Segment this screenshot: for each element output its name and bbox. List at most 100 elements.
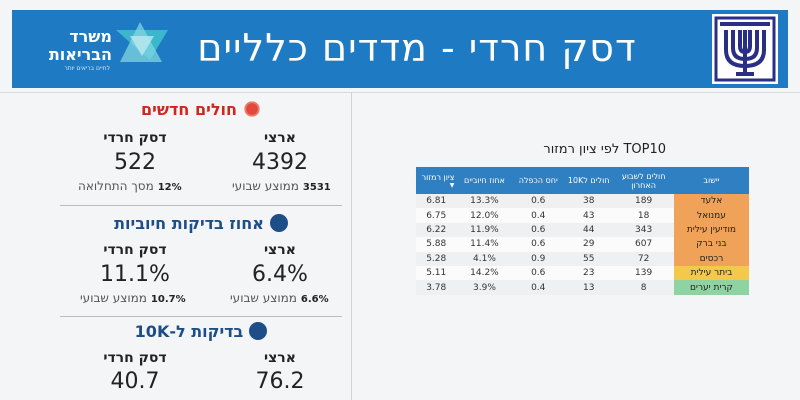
section-divider [60, 205, 342, 206]
cell-weekly-cases: 607 [613, 237, 674, 252]
table-row[interactable]: קרית יערים 8 13 0.4 3.9% 3.78 [416, 280, 749, 295]
column-header-city[interactable]: יישוב [673, 167, 749, 194]
column-header-positive[interactable]: אחוז חיוביים [456, 167, 513, 194]
cell-score: 6.81 [416, 194, 457, 209]
tests-per-10k-haredi-label: דסק חרדי [103, 350, 167, 366]
table-row[interactable]: אלעד 189 38 0.6 13.3% 6.81 [416, 194, 749, 209]
cell-per-10k: 44 [564, 222, 614, 238]
new-cases-national-label: ארצי [264, 130, 296, 146]
column-header-per-10k[interactable]: חולים ל10K [564, 167, 614, 194]
new-cases-national-value: 4392 [252, 150, 308, 175]
table-row[interactable]: בני ברק 607 29 0.6 11.4% 5.88 [416, 237, 749, 252]
cell-score: 6.75 [416, 208, 457, 223]
column-header-score[interactable]: ציון רמזור ▼ [416, 167, 457, 194]
cell-weekly-cases: 72 [613, 251, 674, 266]
table-header-row: יישוב חולים לשבוע האחרון חולים ל10K יחס … [416, 167, 749, 194]
column-divider [351, 92, 352, 400]
cell-doubling: 0.4 [512, 208, 565, 223]
cell-city: קרית יערים [673, 280, 749, 295]
sort-down-icon[interactable]: ▼ [449, 181, 455, 189]
column-header-doubling[interactable]: יחס הכפלה [512, 167, 565, 194]
header-banner: משרד הבריאות לחיים בריאים יותר דסק חרדי … [12, 10, 788, 88]
cell-positive: 11.4% [456, 237, 513, 252]
cell-weekly-cases: 139 [613, 265, 674, 281]
cell-per-10k: 23 [564, 265, 614, 281]
positive-rate-title: אחוז בדיקות חיוביות [62, 214, 340, 233]
menorah-icon [714, 16, 776, 82]
new-cases-title: חולים חדשים [62, 100, 340, 119]
positive-rate-haredi-avg: 10.7%ממוצע שבועי [80, 291, 186, 305]
cell-score: 5.28 [416, 251, 457, 266]
cell-city: מודיעין עילית [673, 222, 749, 238]
cell-city: עמנואל [673, 208, 749, 223]
header-divider [0, 92, 800, 93]
new-cases-haredi-share: 12%מסך התחלואה [78, 179, 182, 193]
positive-rate-national-avg-value: 6.6% [300, 294, 329, 305]
virus-icon [242, 100, 261, 118]
cell-weekly-cases: 8 [613, 280, 674, 295]
cell-positive: 4.1% [456, 251, 513, 266]
cell-per-10k: 38 [564, 194, 614, 209]
top10-table: יישוב חולים לשבוע האחרון חולים ל10K יחס … [416, 167, 749, 295]
cell-positive: 14.2% [456, 265, 513, 281]
cell-positive: 11.9% [456, 222, 513, 238]
new-cases-national-avg-value: 3531 [302, 182, 331, 193]
new-cases-title-text: חולים חדשים [141, 100, 237, 119]
new-cases-haredi-value: 522 [114, 150, 156, 175]
table-row[interactable]: עמנואל 18 43 0.4 12.0% 6.75 [416, 208, 749, 223]
positive-rate-national-value: 6.4% [252, 262, 308, 287]
page-title: דסק חרדי - מדדים כלליים [197, 26, 637, 70]
new-cases-national-avg: 3531ממוצע שבועי [232, 179, 331, 193]
tests-per-10k-haredi-value: 40.7 [110, 369, 160, 394]
ministry-logo: משרד הבריאות לחיים בריאים יותר [32, 16, 172, 82]
cell-weekly-cases: 189 [613, 194, 674, 209]
table-body: אלעד 189 38 0.6 13.3% 6.81 עמנואל 18 43 0.4 12.0% 6… [416, 194, 749, 295]
positive-rate-title-text: אחוז בדיקות חיוביות [114, 214, 264, 233]
cell-doubling: 0.6 [512, 194, 565, 209]
ministry-tagline: לחיים בריאים יותר [64, 65, 110, 72]
cell-city: בני ברק [673, 237, 749, 252]
table-row[interactable]: מודיעין עילית 343 44 0.6 11.9% 6.22 [416, 222, 749, 238]
tests-per-10k-title: בדיקות ל-10K [62, 322, 340, 341]
people-icon [249, 322, 268, 340]
positive-rate-national-avg-label: ממוצע שבועי [230, 291, 297, 305]
tests-per-10k-national-label: ארצי [264, 350, 296, 366]
cell-doubling: 0.4 [512, 280, 565, 295]
cell-city: רכסים [673, 251, 749, 266]
cell-doubling: 0.6 [512, 237, 565, 252]
positive-rate-haredi-label: דסק חרדי [103, 242, 167, 258]
cell-doubling: 0.6 [512, 265, 565, 281]
cell-weekly-cases: 343 [613, 222, 674, 238]
cell-positive: 13.3% [456, 194, 513, 209]
cell-score: 3.78 [416, 280, 457, 295]
cell-weekly-cases: 18 [613, 208, 674, 223]
new-cases-haredi-share-label: מסך התחלואה [78, 179, 154, 193]
cell-score: 6.22 [416, 222, 457, 238]
cell-per-10k: 29 [564, 237, 614, 252]
ministry-star-icon [116, 22, 168, 62]
ministry-name: משרד הבריאות [48, 27, 112, 64]
new-cases-haredi-label: דסק חרדי [103, 130, 167, 146]
cell-per-10k: 55 [564, 251, 614, 266]
cell-positive: 12.0% [456, 208, 513, 223]
table-row[interactable]: רכסים 72 55 0.9 4.1% 5.28 [416, 251, 749, 266]
positive-rate-haredi-avg-value: 10.7% [150, 294, 186, 305]
positive-rate-national-label: ארצי [264, 242, 296, 258]
positive-rate-national-avg: 6.6%ממוצע שבועי [230, 291, 329, 305]
tests-per-10k-national-value: 76.2 [255, 369, 305, 394]
menorah-emblem [712, 14, 778, 84]
cell-per-10k: 13 [564, 280, 614, 295]
cell-positive: 3.9% [456, 280, 513, 295]
column-header-score-text: ציון רמזור [421, 172, 455, 182]
cell-per-10k: 43 [564, 208, 614, 223]
new-cases-haredi-share-value: 12% [157, 182, 182, 193]
column-header-weekly-cases[interactable]: חולים לשבוע האחרון [613, 167, 674, 194]
new-cases-national-avg-label: ממוצע שבועי [232, 179, 299, 193]
positive-rate-haredi-value: 11.1% [100, 262, 170, 287]
cell-city: ביתר עילית [673, 265, 749, 281]
lab-test-icon [269, 214, 288, 232]
cell-doubling: 0.6 [512, 222, 565, 238]
table-title: TOP10 לפי ציון רמזור [543, 142, 666, 157]
table-row[interactable]: ביתר עילית 139 23 0.6 14.2% 5.11 [416, 265, 749, 281]
